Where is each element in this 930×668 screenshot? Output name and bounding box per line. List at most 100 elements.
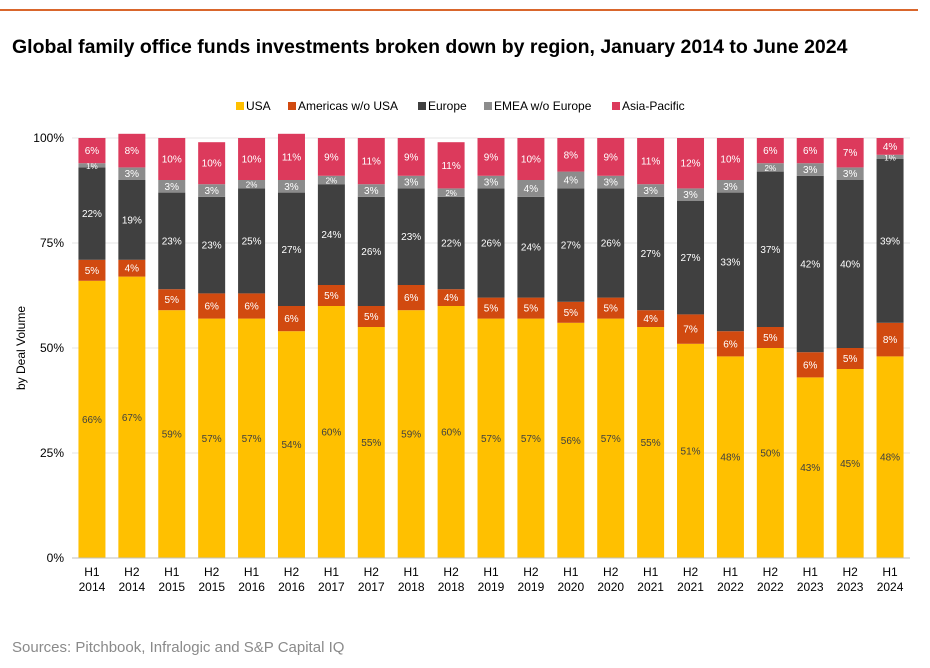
- bar-segment: [876, 356, 904, 558]
- data-label: 59%: [401, 430, 421, 441]
- data-label: 10%: [162, 155, 182, 166]
- bar-stack: 56% 5% 27% 4% 8%: [557, 138, 585, 558]
- bar-segment: [836, 180, 864, 348]
- data-label: 3%: [165, 182, 180, 193]
- bar-segment: [477, 297, 505, 319]
- data-label: 50%: [760, 449, 780, 460]
- data-label: 8%: [883, 335, 898, 346]
- x-tick-label: H1: [563, 565, 579, 579]
- data-label: 26%: [361, 247, 381, 258]
- data-label: 27%: [561, 241, 581, 252]
- y-axis-label: by Deal Volume: [14, 306, 28, 390]
- bar-segment: [796, 175, 824, 353]
- bar-stack: 59% 6% 23% 3% 9%: [397, 138, 425, 558]
- bar-segment: [836, 369, 864, 558]
- data-label: 6%: [763, 146, 778, 157]
- bar-stack: 50% 5% 37% 2% 6%: [756, 138, 784, 558]
- bar-segment: [238, 188, 266, 294]
- bar-segment: [796, 377, 824, 558]
- data-label: 60%: [321, 428, 341, 439]
- data-label: 66%: [82, 415, 102, 426]
- x-tick-label: H2: [204, 565, 220, 579]
- x-tick-label: H2: [364, 565, 380, 579]
- legend-item: EMEA w/o Europe: [484, 99, 592, 113]
- data-label: 57%: [601, 434, 621, 445]
- x-tick-label: 2020: [597, 580, 624, 594]
- data-label: 4%: [125, 264, 140, 275]
- bar-segment: [118, 276, 146, 558]
- bar-segment: [238, 293, 266, 319]
- bar-segment: [597, 318, 625, 558]
- bar-segment: [78, 259, 106, 281]
- data-label: 40%: [840, 260, 860, 271]
- data-label: 42%: [800, 260, 820, 271]
- x-tick-label: 2018: [438, 580, 465, 594]
- data-label: 9%: [404, 152, 419, 163]
- bar-stack: 57% 5% 26% 3% 9%: [477, 138, 505, 558]
- legend-item: USA: [236, 99, 271, 113]
- bar-segment: [637, 138, 665, 185]
- data-label: 11%: [282, 152, 301, 163]
- bar-segment: [876, 322, 904, 357]
- data-label: 19%: [122, 215, 142, 226]
- bar-segment: [198, 318, 226, 558]
- data-label: 1%: [86, 162, 98, 171]
- data-label: 3%: [803, 165, 818, 176]
- legend-label: EMEA w/o Europe: [494, 99, 592, 113]
- bar-segment: [397, 310, 425, 558]
- bar-segment: [716, 331, 744, 357]
- bar-segment: [876, 138, 904, 155]
- data-label: 3%: [404, 178, 419, 189]
- bar-segment: [756, 327, 784, 348]
- data-label: 4%: [524, 184, 539, 195]
- data-label: 3%: [643, 186, 658, 197]
- x-tick-label: H2: [763, 565, 779, 579]
- bar-stack: 60% 5% 24% 2% 9%: [317, 138, 345, 558]
- x-tick-label: 2023: [837, 580, 864, 594]
- bar-segment: [158, 192, 186, 290]
- data-label: 33%: [720, 257, 740, 268]
- data-label: 27%: [281, 245, 301, 256]
- data-label: 5%: [165, 295, 180, 306]
- y-tick-label: 75%: [40, 236, 64, 250]
- data-label: 25%: [242, 236, 262, 247]
- data-label: 9%: [484, 152, 499, 163]
- bar-segment: [78, 138, 106, 164]
- data-label: 39%: [880, 236, 900, 247]
- bar-segment: [357, 306, 385, 327]
- bar-segment: [557, 322, 585, 558]
- data-label: 22%: [82, 209, 102, 220]
- bar-segment: [557, 188, 585, 302]
- bar-segment: [158, 138, 186, 180]
- bar-segment: [836, 167, 864, 180]
- bar-segment: [517, 318, 545, 558]
- bar-segment: [437, 196, 465, 290]
- bar-segment: [277, 331, 305, 558]
- data-label: 6%: [284, 314, 299, 325]
- x-tick-label: H1: [84, 565, 100, 579]
- bar-segment: [277, 133, 305, 180]
- bar-segment: [637, 184, 665, 197]
- bar-segment: [238, 138, 266, 180]
- x-tick-label: H1: [483, 565, 499, 579]
- bar-segment: [198, 293, 226, 319]
- bar-segment: [357, 138, 385, 185]
- bar-segment: [277, 192, 305, 306]
- data-label: 3%: [843, 169, 858, 180]
- data-label: 10%: [242, 155, 262, 166]
- bar-segment: [357, 327, 385, 558]
- data-label: 60%: [441, 428, 461, 439]
- data-label: 3%: [603, 178, 618, 189]
- data-label: 22%: [441, 239, 461, 250]
- data-label: 4%: [883, 142, 898, 153]
- x-tick-label: 2016: [238, 580, 265, 594]
- bar-segment: [158, 180, 186, 193]
- bar-segment: [238, 318, 266, 558]
- x-tick-label: 2015: [158, 580, 185, 594]
- data-label: 48%: [720, 453, 740, 464]
- bar-stack: 57% 5% 26% 3% 9%: [597, 138, 625, 558]
- bar-segment: [317, 138, 345, 176]
- bar-segment: [796, 138, 824, 164]
- legend-label: Europe: [428, 99, 467, 113]
- x-tick-label: 2017: [358, 580, 385, 594]
